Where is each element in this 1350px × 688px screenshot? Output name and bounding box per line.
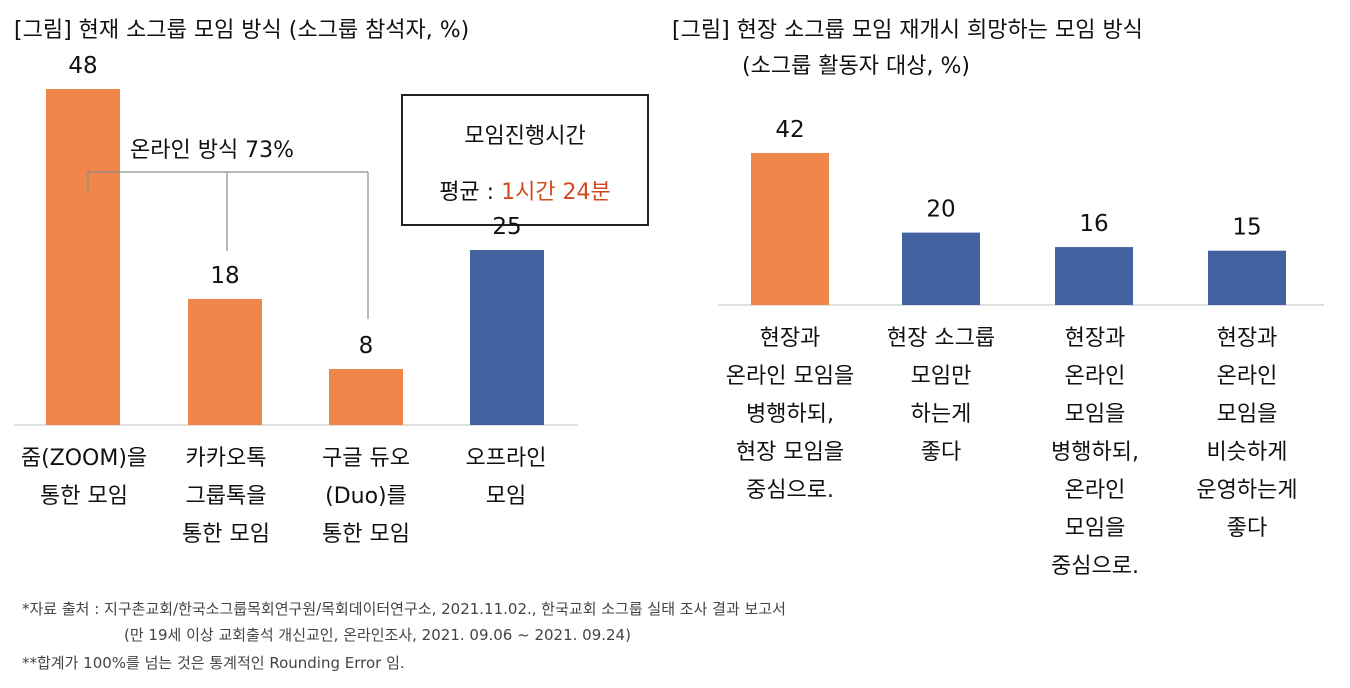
- chart2-data-label: 20: [926, 197, 955, 223]
- chart1-title: [그림] 현재 소그룹 모임 방식 (소그룹 참석자, %): [14, 18, 470, 43]
- chart1-category-label: 줌(ZOOM)을 통한 모임: [20, 446, 148, 509]
- meeting-time-title: 모임진행시간: [464, 124, 586, 149]
- average-value: 1시간 24분: [501, 180, 611, 205]
- chart1-category-label: 오프라인 모임: [465, 446, 547, 509]
- chart2-category-label: 현장과 온라인 모임을 병행하되, 현장 모임을 중심으로.: [725, 326, 855, 503]
- average-label: 평균 :: [439, 180, 502, 205]
- online-bracket-label: 온라인 방식 73%: [130, 138, 295, 163]
- chart2-title: [그림] 현장 소그룹 모임 재개시 희망하는 모임 방식: [672, 18, 1143, 43]
- chart2-data-label: 15: [1232, 215, 1261, 241]
- chart1-bar: [470, 250, 544, 425]
- meeting-time-box: 모임진행시간 평균 : 1시간 24분: [401, 94, 649, 226]
- chart1-bar: [329, 369, 403, 425]
- chart1-bar: [188, 299, 262, 425]
- chart1-data-label: 8: [359, 333, 374, 359]
- chart2-data-label: 42: [775, 117, 804, 143]
- meeting-time-average: 평균 : 1시간 24분: [403, 174, 647, 206]
- chart1-category-label: 카카오톡 그룹톡을 통한 모임: [182, 446, 270, 547]
- chart2-bar: [902, 232, 980, 305]
- chart2-category-label: 현장과 온라인 모임을 병행하되, 온라인 모임을 중심으로.: [1051, 326, 1139, 579]
- chart1-data-label: 25: [492, 214, 521, 240]
- chart1-data-label: 18: [210, 263, 239, 289]
- chart2-data-label: 16: [1079, 211, 1108, 237]
- chart2-bar: [751, 152, 829, 305]
- rounding-note: **합계가 100%를 넘는 것은 통계적인 Rounding Error 임.: [22, 654, 405, 672]
- chart2-bar: [1055, 247, 1133, 305]
- chart2-category-label: 현장과 온라인 모임을 비슷하게 운영하는게 좋다: [1196, 326, 1298, 541]
- chart2-subtitle: (소그룹 활동자 대상, %): [742, 54, 970, 79]
- source-note-detail: (만 19세 이상 교회출석 개신교인, 온라인조사, 2021. 09.06 …: [124, 626, 631, 644]
- chart1-category-label: 구글 듀오 (Duo)를 통한 모임: [322, 446, 410, 547]
- chart2-bar: [1208, 250, 1286, 305]
- source-note: *자료 출처 : 지구촌교회/한국소그룹목회연구원/목회데이터연구소, 2021…: [22, 600, 786, 618]
- chart1-data-label: 48: [68, 53, 97, 79]
- chart2-category-label: 현장 소그룹 모임만 하는게 좋다: [886, 326, 996, 465]
- chart1-bar: [46, 89, 120, 425]
